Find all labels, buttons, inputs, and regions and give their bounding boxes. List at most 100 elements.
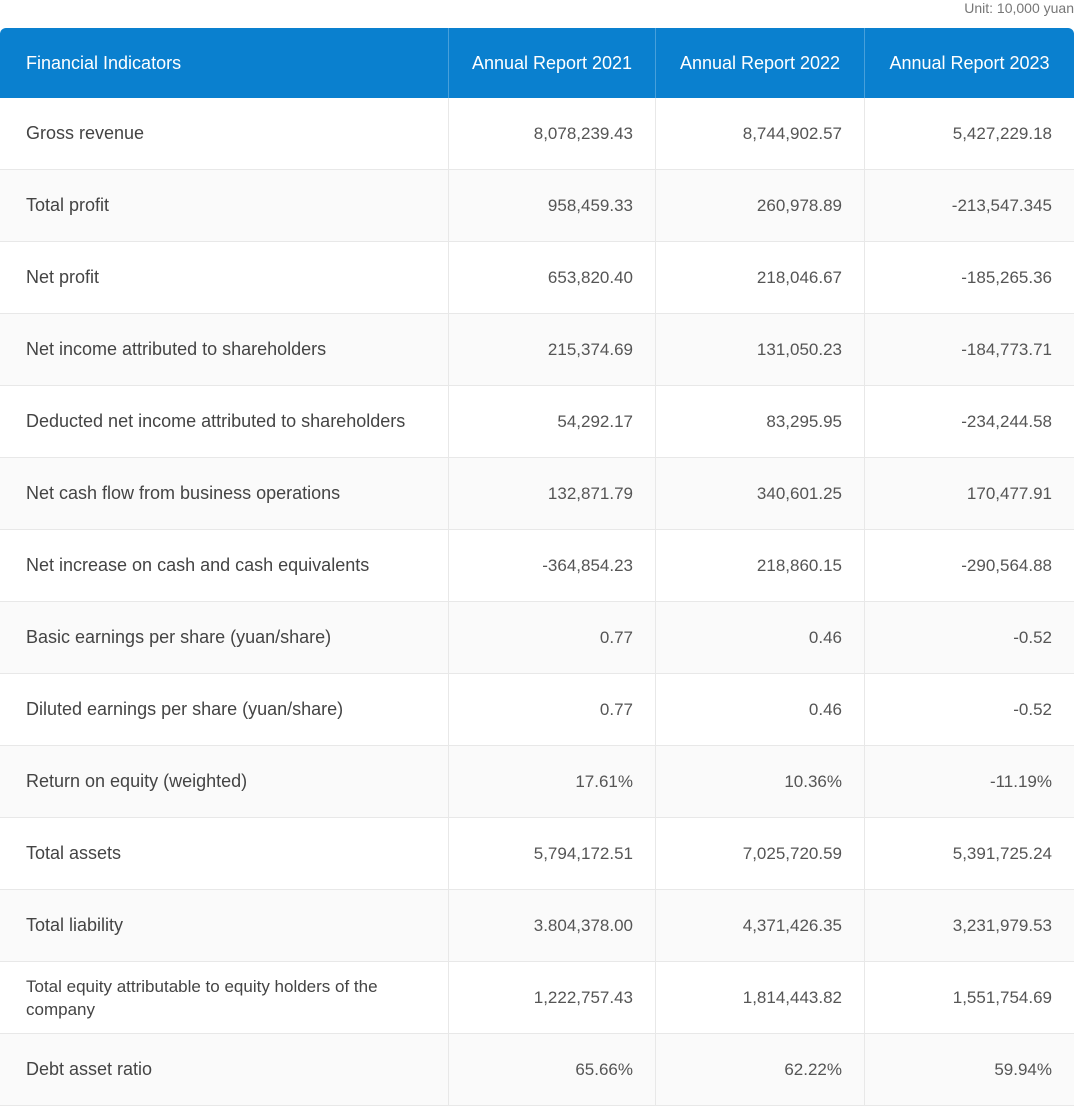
value-cell: 958,459.33 [448,170,655,241]
value-cell: -0.52 [864,602,1074,673]
table-row: Total equity attributable to equity hold… [0,962,1074,1034]
value-text: 10.36% [784,771,842,791]
value-cell: 62.22% [655,1034,864,1105]
value-cell: 0.46 [655,674,864,745]
value-cell: 10.36% [655,746,864,817]
value-cell: 215,374.69 [448,314,655,385]
value-text: 5,391,725.24 [952,843,1052,863]
value-cell: 8,078,239.43 [448,98,655,169]
indicator-cell: Total profit [0,170,448,241]
indicator-cell: Total assets [0,818,448,889]
value-cell: -0.52 [864,674,1074,745]
column-header: Annual Report 2021 [448,28,655,98]
indicator-cell: Net income attributed to shareholders [0,314,448,385]
value-text: 65.66% [575,1059,633,1079]
value-text: 5,427,229.18 [952,123,1052,143]
indicator-cell: Diluted earnings per share (yuan/share) [0,674,448,745]
table-row: Deducted net income attributed to shareh… [0,386,1074,458]
value-text: 653,820.40 [547,267,633,287]
value-text: 54,292.17 [557,411,633,431]
table-row: Net profit 653,820.40 218,046.67 -185,265.3… [0,242,1074,314]
indicator-label: Total profit [26,195,110,215]
indicator-label: Diluted earnings per share (yuan/share) [26,699,344,719]
value-text: 59.94% [994,1059,1052,1079]
indicator-label: Basic earnings per share (yuan/share) [26,627,332,647]
value-text: 0.46 [808,699,842,719]
value-text: -213,547.345 [951,195,1052,215]
value-text: -185,265.36 [961,267,1052,287]
value-cell: 5,794,172.51 [448,818,655,889]
value-text: 170,477.91 [966,483,1052,503]
table-row: Diluted earnings per share (yuan/share) 0… [0,674,1074,746]
value-text: 7,025,720.59 [742,843,842,863]
value-cell: 132,871.79 [448,458,655,529]
value-cell: -364,854.23 [448,530,655,601]
value-text: -364,854.23 [542,555,633,575]
column-header: Annual Report 2023 [864,28,1074,98]
financial-table: Financial Indicators Annual Report 2021 An… [0,28,1074,1106]
value-text: 8,744,902.57 [742,123,842,143]
value-text: 958,459.33 [547,195,633,215]
indicator-cell: Net increase on cash and cash equivalent… [0,530,448,601]
column-header: Financial Indicators [26,52,182,73]
indicator-cell: Net cash flow from business operations [0,458,448,529]
value-text: -0.52 [1013,627,1052,647]
value-cell: 218,860.15 [655,530,864,601]
table-row: Total assets 5,794,172.51 7,025,720.59 5,39… [0,818,1074,890]
value-text: 0.77 [599,627,633,647]
indicator-label: Net increase on cash and cash equivalent… [26,555,370,575]
value-text: 218,046.67 [756,267,842,287]
value-cell: 17.61% [448,746,655,817]
value-text: 4,371,426.35 [742,915,842,935]
value-cell: 218,046.67 [655,242,864,313]
value-text: 260,978.89 [756,195,842,215]
value-cell: 54,292.17 [448,386,655,457]
indicator-label: Total assets [26,843,122,863]
indicator-label: Total liability [26,915,124,935]
value-cell: 1,814,443.82 [655,962,864,1033]
value-text: 340,601.25 [756,483,842,503]
value-text: 8,078,239.43 [533,123,633,143]
value-cell: 65.66% [448,1034,655,1105]
indicator-cell: Gross revenue [0,98,448,169]
table-row: Net income attributed to shareholders 215… [0,314,1074,386]
value-cell: -234,244.58 [864,386,1074,457]
value-cell: 4,371,426.35 [655,890,864,961]
value-text: -234,244.58 [961,411,1052,431]
value-cell: 340,601.25 [655,458,864,529]
indicator-label: Return on equity (weighted) [26,771,248,791]
indicator-cell: Return on equity (weighted) [0,746,448,817]
table-row: Gross revenue 8,078,239.43 8,744,902.57 5,4… [0,98,1074,170]
table-row: Debt asset ratio 65.66% 62.22% 59.94% [0,1034,1074,1106]
value-text: 1,222,757.43 [533,987,633,1007]
indicator-label: Net cash flow from business operations [26,483,341,503]
value-text: 132,871.79 [547,483,633,503]
value-cell: -185,265.36 [864,242,1074,313]
value-text: -11.19% [989,771,1052,791]
value-text: 3.804,378.00 [533,915,633,935]
value-cell: 83,295.95 [655,386,864,457]
value-cell: 3,231,979.53 [864,890,1074,961]
table-row: Net increase on cash and cash equivalent… [0,530,1074,602]
value-cell: 5,391,725.24 [864,818,1074,889]
unit-note: Unit: 10,000 yuan [964,0,1074,16]
column-header: Annual Report 2022 [655,28,864,98]
value-cell: 260,978.89 [655,170,864,241]
value-cell: -213,547.345 [864,170,1074,241]
value-text: 218,860.15 [756,555,842,575]
table-row: Net cash flow from business operations 13… [0,458,1074,530]
indicator-label: Gross revenue [26,123,145,143]
value-cell: 1,222,757.43 [448,962,655,1033]
indicator-cell: Total equity attributable to equity hold… [0,962,448,1033]
value-text: 0.77 [599,699,633,719]
value-text: 83,295.95 [766,411,842,431]
value-text: 62.22% [784,1059,842,1079]
indicator-label: Net income attributed to shareholders [26,339,327,359]
value-text: 1,814,443.82 [742,987,842,1007]
value-cell: 8,744,902.57 [655,98,864,169]
value-text: -0.52 [1013,699,1052,719]
value-cell: 1,551,754.69 [864,962,1074,1033]
indicator-cell: Net profit [0,242,448,313]
value-cell: 59.94% [864,1034,1074,1105]
